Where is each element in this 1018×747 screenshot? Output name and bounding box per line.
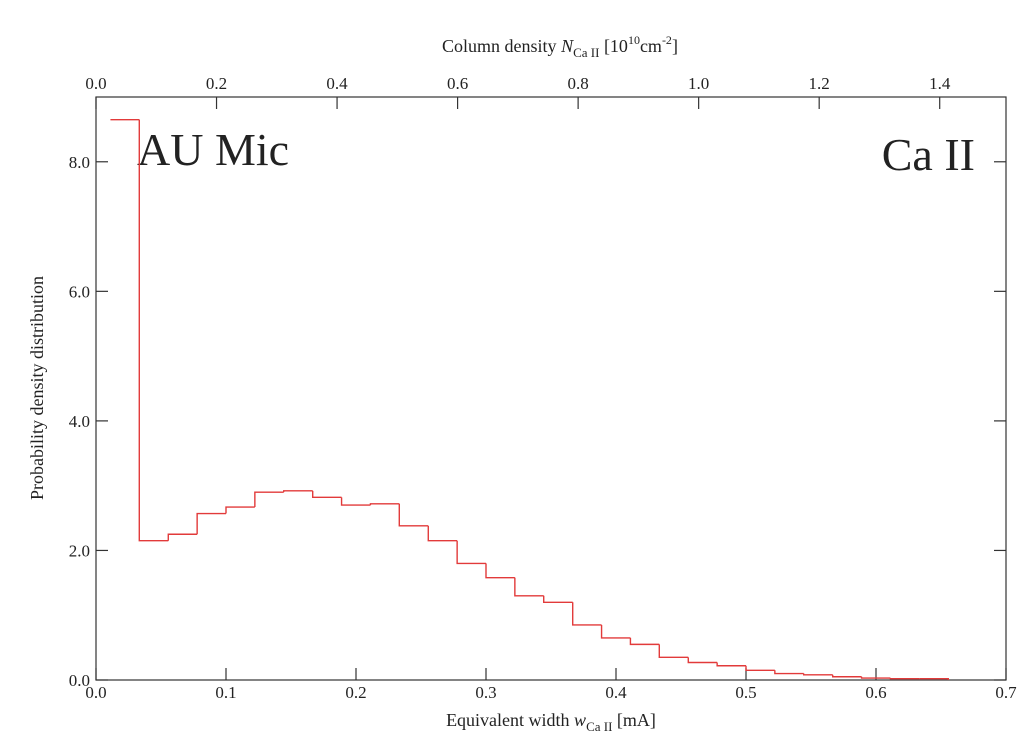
- histogram-bin: [196, 512, 226, 535]
- histogram-bin: [774, 670, 804, 675]
- x-tick-label: 0.6: [865, 683, 886, 702]
- x2-label-unit: ]: [672, 36, 678, 56]
- x2-tick-label: 1.2: [809, 74, 830, 93]
- histogram-bin: [629, 637, 660, 646]
- x2-label-unit: cm: [640, 36, 662, 56]
- x-tick-label: 0.3: [475, 683, 496, 702]
- y-tick-label: 6.0: [69, 282, 90, 301]
- y-tick-label: 2.0: [69, 541, 90, 560]
- x-tick-label: 0.5: [735, 683, 756, 702]
- histogram-bin: [832, 674, 862, 678]
- x2-label-subscript: Ca II: [573, 45, 599, 60]
- x-tick-label: 0.2: [345, 683, 366, 702]
- x-label-text: Equivalent width: [446, 710, 569, 730]
- y-tick-label: 4.0: [69, 412, 90, 431]
- histogram-bin: [919, 678, 949, 680]
- x2-axis-label: Column density NCa II [1010cm-2]: [442, 33, 678, 60]
- x2-tick-label: 0.4: [326, 74, 348, 93]
- histogram-bin: [398, 503, 429, 527]
- histogram-bin: [889, 678, 920, 680]
- x2-tick-label: 1.0: [688, 74, 709, 93]
- x2-tick-label: 0.0: [85, 74, 106, 93]
- x2-tick-label: 0.6: [447, 74, 468, 93]
- histogram-bin: [312, 490, 342, 499]
- histogram-bin: [543, 595, 573, 603]
- histogram-bin: [254, 491, 284, 508]
- y-tick-label: 8.0: [69, 153, 90, 172]
- x2-label-exp: -2: [662, 33, 672, 47]
- histogram-bin: [860, 676, 891, 679]
- histogram-bin: [745, 665, 775, 671]
- annotation: Ca II: [882, 129, 975, 180]
- histogram-bin: [369, 503, 400, 506]
- histogram-bin: [427, 525, 458, 542]
- x-label-unit: [mA]: [617, 710, 656, 730]
- x-axis-label: Equivalent width wCa II [mA]: [446, 710, 656, 734]
- histogram-bin: [658, 644, 689, 659]
- histogram-bin: [687, 657, 718, 664]
- x-tick-label: 0.7: [995, 683, 1017, 702]
- x2-label-text: Column density: [442, 36, 557, 56]
- y-tick-label: 0.0: [69, 671, 90, 690]
- histogram-bin: [283, 490, 313, 493]
- x2-tick-label: 0.8: [567, 74, 588, 93]
- x2-label-unit: [10: [604, 36, 628, 56]
- histogram-bin: [572, 602, 602, 626]
- histogram-bin: [600, 624, 631, 639]
- histogram-bin: [456, 540, 486, 565]
- annotation: AU Mic: [137, 124, 289, 175]
- histogram-bin: [138, 119, 169, 542]
- histogram-bin: [340, 497, 371, 506]
- y-axis-label: Probability density distribution: [27, 276, 47, 500]
- histogram-bin: [225, 506, 255, 514]
- x2-tick-label: 0.2: [206, 74, 227, 93]
- histogram-bin: [716, 662, 746, 667]
- x2-label-symbol: N: [560, 36, 574, 56]
- x-label-symbol: w: [574, 710, 586, 730]
- x-tick-label: 0.4: [605, 683, 627, 702]
- histogram-bin: [514, 577, 544, 597]
- histogram-bin: [803, 673, 833, 676]
- x2-label-exp: 10: [628, 33, 640, 47]
- x-tick-label: 0.0: [85, 683, 106, 702]
- x2-tick-label: 1.4: [929, 74, 951, 93]
- x-tick-label: 0.1: [215, 683, 236, 702]
- histogram-bin: [167, 533, 198, 541]
- histogram-bin: [485, 563, 515, 579]
- plot-frame: [95, 96, 1007, 681]
- x-label-subscript: Ca II: [586, 719, 612, 734]
